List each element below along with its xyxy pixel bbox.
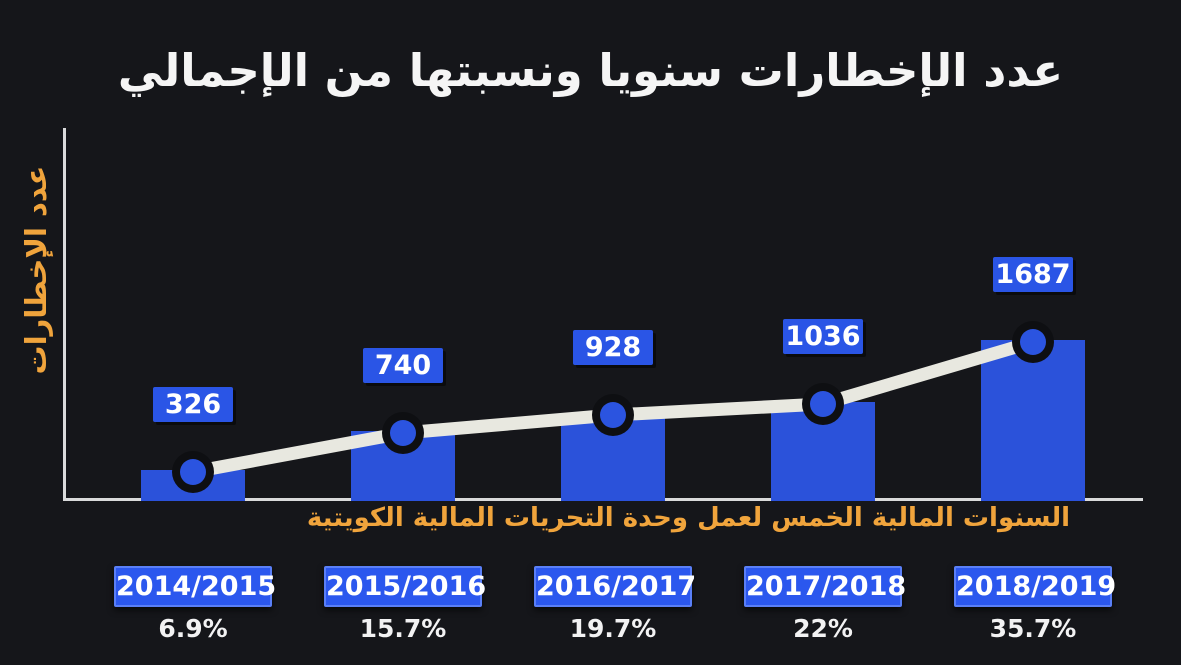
percent-label: 6.9%: [158, 614, 228, 643]
year-badge: 2016/2017: [534, 566, 696, 607]
value-badge: 740: [363, 348, 443, 383]
chart-title: عدد الإخطارات سنويا ونسبتها من الإجمالي: [117, 44, 1064, 97]
y-axis-line: [63, 128, 66, 501]
percent-label: 15.7%: [359, 614, 447, 643]
percent-label: 19.7%: [569, 614, 657, 643]
x-axis-caption: السنوات المالية الخمس لعمل وحدة التحريات…: [306, 503, 1070, 533]
year-badge: 2014/2015: [114, 566, 276, 607]
value-badge: 928: [573, 330, 653, 365]
year-badge: 2018/2019: [954, 566, 1116, 607]
value-badge: 326: [153, 387, 233, 422]
percent-label: 22%: [793, 614, 853, 643]
bar-2015/2016: [351, 431, 455, 501]
year-badge: 2017/2018: [744, 566, 906, 607]
bar-2016/2017: [561, 413, 665, 501]
value-badge: 1036: [783, 319, 863, 354]
value-badge: 1687: [993, 257, 1073, 292]
bar-2018/2019: [981, 340, 1085, 501]
bar-2014/2015: [141, 470, 245, 501]
bar-2017/2018: [771, 402, 875, 501]
percent-label: 35.7%: [989, 614, 1077, 643]
y-axis-label: عدد الإخطارات: [19, 165, 53, 375]
year-badge: 2015/2016: [324, 566, 486, 607]
